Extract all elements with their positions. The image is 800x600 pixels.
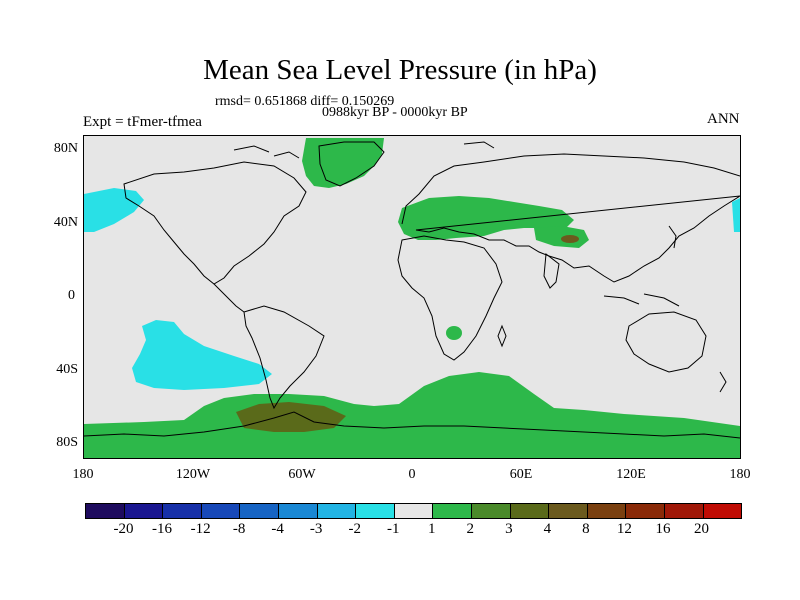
lon-label-120w: 120W [175,467,211,482]
north-pacific-negative-region-east [732,198,740,232]
colorbar-swatch [549,504,588,518]
africa-coast [397,235,503,361]
colorbar-swatch [201,504,241,518]
lon-label-120e: 120E [616,467,646,482]
colorbar-swatch [510,504,550,518]
colorbar-label: -1 [386,521,400,537]
season-label: ANN [707,111,740,127]
lat-label-40s: 40S [56,362,78,377]
lon-label-180e: 180 [729,467,751,482]
colorbar-label: 3 [505,521,513,537]
colorbar-swatch [240,504,279,518]
central-america-coast [213,283,245,313]
colorbar-label: -20 [113,521,134,537]
lon-label-0: 0 [408,467,416,482]
colorbar-label: -4 [271,521,284,537]
colorbar [85,503,742,519]
japan-coast [668,225,677,249]
lon-label-60e: 60E [509,467,533,482]
antarctica-coast [84,411,740,439]
colorbar-label: 1 [428,521,436,537]
greenland-coast [318,141,385,187]
colorbar-label: -16 [152,521,173,537]
madagascar-coast [497,324,507,348]
colorbar-label: 16 [655,521,671,537]
colorbar-label: 4 [543,521,552,537]
colorbar-swatch [278,504,318,518]
south-america-coast [243,305,325,410]
colorbar-swatch [626,504,665,518]
tibet-positive-region [534,226,589,248]
new-zealand-coast [719,371,727,393]
colorbar-label: 12 [616,521,632,537]
colorbar-label: 2 [466,521,475,537]
lon-label-180w: 180 [72,467,94,482]
colorbar-swatch [124,504,164,518]
south-africa-positive-region [446,326,462,340]
colorbar-swatch [317,504,357,518]
lat-label-40n: 40N [53,215,78,230]
india-coast [543,253,560,289]
colorbar-label: -8 [232,521,246,537]
southern-ocean-core-region [236,402,346,432]
colorbar-swatch [664,504,704,518]
indonesia-coast [603,293,680,307]
colorbar-label: -3 [309,521,323,537]
colorbar-swatch [433,504,472,518]
southern-ocean-positive-region [84,372,740,458]
page-title: Mean Sea Level Pressure (in hPa) [203,54,597,86]
colorbar-swatch [587,504,627,518]
map-frame [83,135,741,459]
world-map [84,138,740,458]
colorbar-swatch [163,504,202,518]
lat-label-0: 0 [68,288,75,303]
experiment-label: Expt = tFmer-tfmea [83,114,202,130]
colorbar-swatch [394,504,434,518]
australia-coast [625,311,707,373]
north-america-coast [123,161,307,285]
colorbar-label: -12 [190,521,211,537]
coastlines [84,141,740,439]
colorbar-label: -2 [348,521,361,537]
colorbar-swatch [703,504,742,518]
greenland-positive-region [302,138,384,188]
colorbar-swatch [471,504,511,518]
time-period: 0988kyr BP - 0000kyr BP [322,105,468,120]
rmsd-diff-stats: rmsd= 0.651868 diff= 0.150269 [215,94,395,109]
south-pacific-negative-region [132,320,272,390]
lat-label-80s: 80S [56,435,78,450]
lon-label-60w: 60W [288,467,316,482]
colorbar-label: 20 [693,521,709,537]
colorbar-swatch [356,504,395,518]
north-pacific-negative-region [84,188,144,232]
arctic-islands-coast [233,141,495,159]
colorbar-label: 8 [582,521,590,537]
eurasia-coast [401,153,740,283]
lat-label-80n: 80N [53,141,78,156]
colorbar-swatch [86,504,125,518]
anomaly-fields [84,138,740,458]
tibet-core-region [561,235,579,243]
